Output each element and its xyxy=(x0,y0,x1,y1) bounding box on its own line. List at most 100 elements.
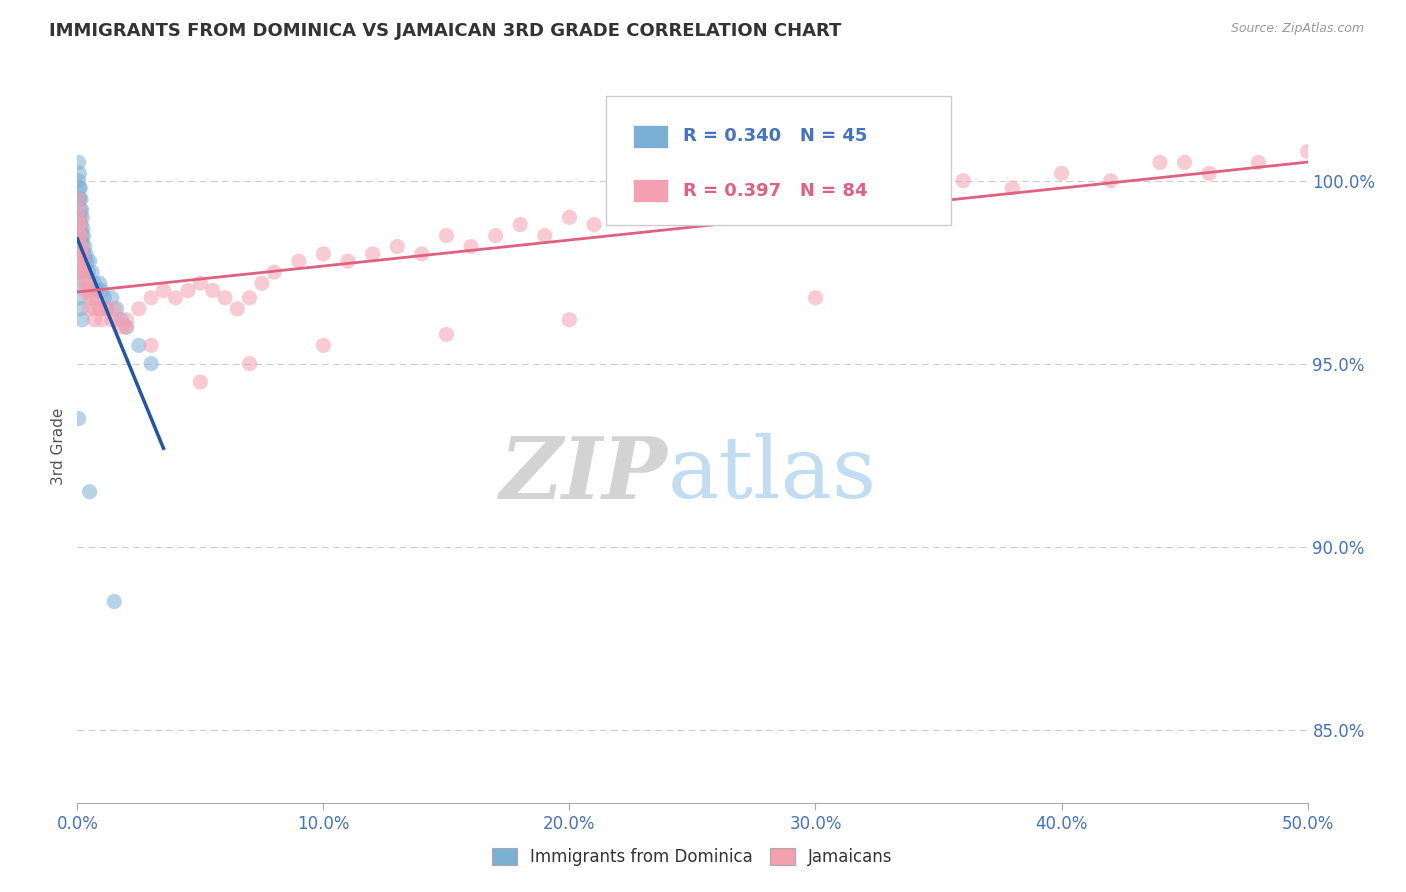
Point xyxy=(201,284,224,298)
Point xyxy=(485,228,508,243)
Point xyxy=(128,338,150,352)
Point xyxy=(312,338,335,352)
Text: ZIP: ZIP xyxy=(501,433,668,516)
Point xyxy=(70,301,93,316)
Point xyxy=(312,247,335,261)
Point xyxy=(86,284,108,298)
Point xyxy=(436,327,458,342)
Point xyxy=(853,181,876,195)
Point xyxy=(96,301,118,316)
Point xyxy=(89,276,111,290)
Point xyxy=(385,239,409,253)
Point xyxy=(1050,166,1073,180)
Point xyxy=(70,235,93,250)
Point xyxy=(90,312,114,326)
Point xyxy=(75,247,97,261)
Point xyxy=(70,228,93,243)
Point xyxy=(69,291,91,305)
Point xyxy=(111,320,132,334)
Point xyxy=(263,265,285,279)
Point xyxy=(141,291,163,305)
Point xyxy=(558,312,581,326)
Point xyxy=(96,301,118,316)
Point xyxy=(72,221,94,235)
Point xyxy=(509,218,531,232)
Point xyxy=(82,265,104,279)
Point xyxy=(755,202,778,217)
Point xyxy=(67,202,90,217)
Point xyxy=(411,247,433,261)
Text: R = 0.397   N = 84: R = 0.397 N = 84 xyxy=(683,182,868,200)
Point xyxy=(67,155,90,169)
Point xyxy=(73,276,96,290)
Point xyxy=(83,276,105,290)
Point xyxy=(1149,155,1171,169)
Point xyxy=(76,254,98,268)
Point xyxy=(69,181,91,195)
Point xyxy=(115,312,138,326)
Point xyxy=(903,192,925,206)
Y-axis label: 3rd Grade: 3rd Grade xyxy=(51,408,66,484)
Point xyxy=(90,284,114,298)
Point xyxy=(70,247,93,261)
Point xyxy=(1174,155,1197,169)
Point xyxy=(70,312,93,326)
Point xyxy=(70,239,93,253)
Point xyxy=(90,301,114,316)
Point xyxy=(69,192,91,206)
Point xyxy=(75,284,97,298)
Point xyxy=(361,247,384,261)
Point xyxy=(67,192,90,206)
Point xyxy=(73,239,96,253)
Point xyxy=(1001,181,1024,195)
Point xyxy=(72,247,94,261)
Point xyxy=(70,218,93,232)
Point xyxy=(239,357,262,371)
Point xyxy=(214,291,236,305)
Point xyxy=(141,338,163,352)
Point xyxy=(72,228,94,243)
Point xyxy=(607,211,630,225)
Point xyxy=(70,254,93,268)
Point xyxy=(70,202,93,217)
Point xyxy=(460,239,482,253)
Point xyxy=(72,265,94,279)
Point xyxy=(101,291,124,305)
Point xyxy=(804,291,827,305)
Point xyxy=(111,312,132,326)
Point xyxy=(152,284,174,298)
Point xyxy=(1247,155,1270,169)
Point xyxy=(93,291,115,305)
Point xyxy=(69,218,91,232)
Point xyxy=(177,284,200,298)
Bar xyxy=(634,179,668,202)
Point xyxy=(79,254,101,268)
Point xyxy=(226,301,249,316)
Point xyxy=(82,291,104,305)
Point xyxy=(1198,166,1220,180)
Point xyxy=(115,320,138,334)
Point xyxy=(69,247,91,261)
Point xyxy=(804,192,827,206)
Point xyxy=(105,312,128,326)
Point xyxy=(70,192,93,206)
Point xyxy=(86,291,108,305)
Point xyxy=(141,357,163,371)
Point xyxy=(69,202,91,217)
Point xyxy=(77,265,100,279)
Point xyxy=(188,276,212,290)
Point xyxy=(69,228,91,243)
Point xyxy=(115,320,138,334)
Point xyxy=(72,265,94,279)
FancyBboxPatch shape xyxy=(606,96,950,225)
Point xyxy=(69,239,91,253)
Point xyxy=(67,174,90,188)
Point xyxy=(83,301,105,316)
Point xyxy=(79,291,101,305)
Point xyxy=(657,202,679,217)
Point xyxy=(76,276,98,290)
Point xyxy=(67,166,90,180)
Point xyxy=(73,254,96,268)
Point xyxy=(67,181,90,195)
Point xyxy=(583,218,606,232)
